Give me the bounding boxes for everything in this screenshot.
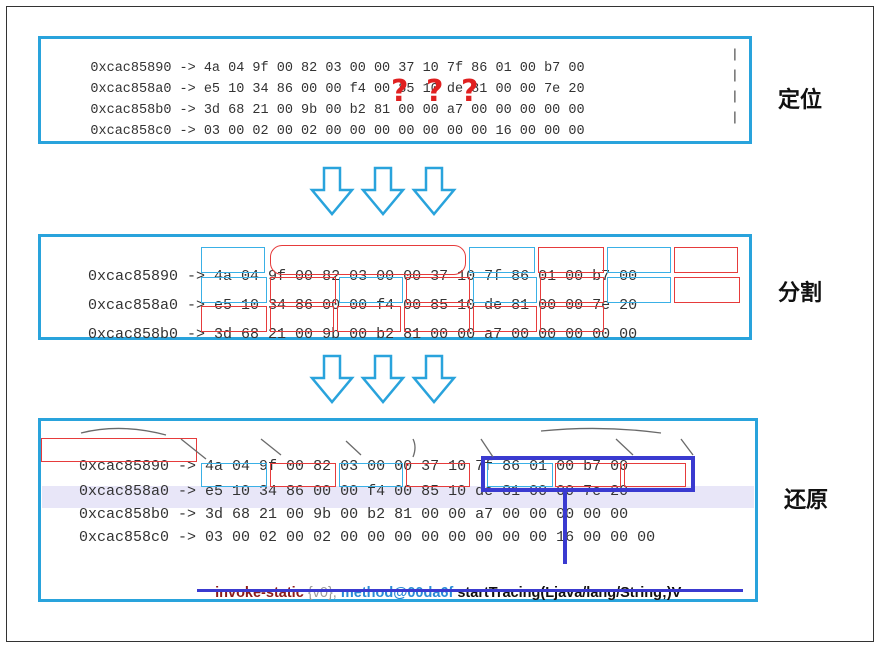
down-arrow-icon	[411, 354, 457, 404]
instruction-segment	[624, 463, 686, 487]
hex-row: 0xcac858c0 -> 03 00 02 00 02 00 00 00 00…	[79, 529, 656, 546]
instruction-segment	[487, 463, 553, 487]
row-address: 0xcac858a0	[90, 82, 172, 97]
row-bytes: e5 10 34 86 00 00 f4 00 85 10 de 81 00 0…	[203, 82, 585, 97]
instruction-segment	[473, 306, 537, 332]
hex-row: 0xcac85890 -> 4a 04 9f 00 82 03 00 00 37…	[90, 61, 585, 76]
hex-row: 0xcac858b0 -> 3d 68 21 00 9b 00 b2 81 00…	[90, 103, 585, 118]
instruction-segment	[201, 277, 267, 303]
row-address: 0xcac858b0	[79, 506, 170, 523]
row-bytes: 3d 68 21 00 9b 00 b2 81 00 00 a7 00 00 0…	[203, 103, 585, 118]
opcode-name: invoke-static	[215, 585, 304, 601]
panel-locate: 0xcac85890 -> 4a 04 9f 00 82 03 00 00 37…	[38, 36, 752, 144]
panel-split: 0xcac85890 -> 4a 04 9f 00 82 03 00 00 37…	[38, 234, 752, 343]
method-reference: method@00da6f	[340, 585, 454, 601]
method-signature: startTracing(Ljava/lang/String;)V	[457, 585, 682, 601]
question-mark-icon: ?	[461, 74, 479, 109]
address-box	[41, 438, 197, 462]
instruction-segment	[270, 277, 336, 303]
down-arrow-icon	[309, 166, 355, 216]
row-bytes: 4a 04 9f 00 82 03 00 00 37 10 7f 86 01 0…	[203, 61, 585, 76]
decode-marks	[80, 427, 694, 460]
instruction-segment	[540, 306, 604, 332]
instruction-segment	[540, 277, 604, 303]
instruction-segment	[555, 463, 621, 487]
row-bytes: 03 00 02 00 02 00 00 00 00 00 00 00 16 0…	[203, 124, 585, 139]
instruction-segment	[406, 463, 470, 487]
question-mark-icon: ?	[426, 74, 444, 109]
instruction-segment	[270, 463, 336, 487]
hex-row: 0xcac858a0 -> e5 10 34 86 00 00 f4 00 85…	[90, 82, 585, 97]
instruction-segment	[473, 277, 537, 303]
connector-line	[563, 492, 567, 564]
instruction-segment	[337, 306, 401, 332]
row-end-pipe: |	[731, 47, 739, 62]
instruction-segment	[201, 463, 267, 487]
row-address: 0xcac85890	[88, 268, 179, 285]
row-bytes: e5 10 34 86 00 00 f4 00 85 10 de 81 00 0…	[214, 297, 638, 314]
row-address: 0xcac858c0	[79, 529, 170, 546]
instruction-segment	[674, 277, 740, 303]
row-address: 0xcac858a0	[79, 483, 170, 500]
row-address: 0xcac858c0	[90, 124, 172, 139]
question-mark-icon: ?	[391, 74, 409, 109]
row-address: 0xcac858b0	[90, 103, 172, 118]
figure-frame	[6, 6, 874, 642]
row-address: 0xcac85890	[79, 458, 170, 475]
down-arrow-icon	[411, 166, 457, 216]
row-address: 0xcac85890	[90, 61, 172, 76]
instruction-segment	[339, 463, 403, 487]
row-address: 0xcac858b0	[88, 326, 179, 343]
instruction-segment	[201, 247, 265, 273]
instruction-segment	[201, 306, 267, 332]
instruction-segment	[538, 247, 604, 273]
instruction-segment	[607, 247, 671, 273]
register-list: {v0},	[307, 585, 337, 601]
row-end-pipe: |	[731, 110, 739, 125]
row-bytes: 3d 68 21 00 9b 00 b2 81 00 00 a7 00 00 0…	[205, 506, 629, 523]
instruction-segment	[607, 277, 671, 303]
instruction-segment	[406, 277, 470, 303]
instruction-segment	[270, 245, 466, 275]
label-locate: 定位	[778, 88, 823, 113]
label-split: 分割	[778, 281, 823, 306]
instruction-segment	[404, 306, 470, 332]
row-end-pipe: |	[731, 89, 739, 104]
row-end-pipe: |	[731, 68, 739, 83]
hex-row: 0xcac858b0 -> 3d 68 21 00 9b 00 b2 81 00…	[79, 506, 629, 523]
instruction-segment	[339, 277, 403, 303]
row-bytes: 3d 68 21 00 9b 00 b2 81 00 00 a7 00 00 0…	[214, 326, 638, 343]
down-arrow-icon	[360, 166, 406, 216]
instruction-segment	[469, 247, 535, 273]
row-address: 0xcac858a0	[88, 297, 179, 314]
instruction-segment	[270, 306, 334, 332]
hex-row: 0xcac858b0 -> 3d 68 21 00 9b 00 b2 81 00…	[88, 326, 638, 343]
panel-restore: 0xcac85890 -> 4a 04 9f 00 82 03 00 00 37…	[38, 418, 758, 602]
instruction-segment	[674, 247, 738, 273]
label-restore: 还原	[784, 488, 829, 513]
decoded-instruction: invoke-static {v0}, method@00da6f startT…	[199, 569, 681, 617]
hex-row: 0xcac858c0 -> 03 00 02 00 02 00 00 00 00…	[90, 124, 585, 139]
restored-instruction-box	[481, 456, 695, 492]
instruction-underline	[197, 589, 743, 592]
hex-row: 0xcac858a0 -> e5 10 34 86 00 00 f4 00 85…	[88, 297, 638, 314]
down-arrow-icon	[360, 354, 406, 404]
down-arrow-icon	[309, 354, 355, 404]
